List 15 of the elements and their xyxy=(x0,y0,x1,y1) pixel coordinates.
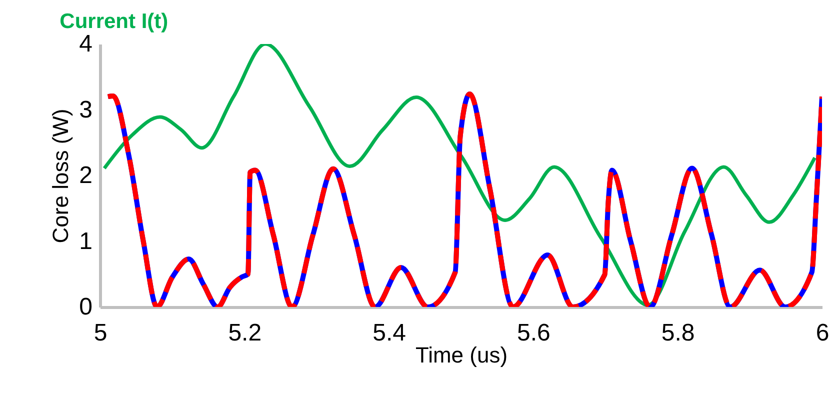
y-tick-label: 2 xyxy=(79,162,92,189)
x-tick-label: 6 xyxy=(816,320,830,346)
line-series xyxy=(102,44,817,307)
x-tick-label: 5.8 xyxy=(661,320,695,346)
y-axis-title: Core loss (W) xyxy=(48,108,74,244)
y-tick-label: 1 xyxy=(79,228,92,255)
x-tick-label: 5.2 xyxy=(228,320,262,346)
y-tick-label: 4 xyxy=(79,30,92,58)
x-axis-title: Time (us) xyxy=(415,342,508,368)
text: Current I(t) xyxy=(60,10,168,33)
y-tick-label: 0 xyxy=(79,294,92,320)
x-tick-label: 5 xyxy=(94,320,108,346)
x-tick-label: 5.4 xyxy=(372,320,406,346)
y-tick-label: 3 xyxy=(79,96,92,124)
x-tick-label: 5.6 xyxy=(517,320,550,346)
